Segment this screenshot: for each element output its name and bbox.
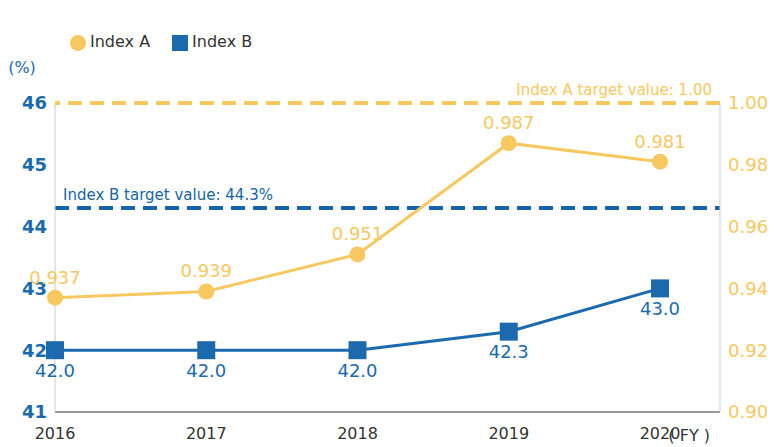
svg-text:44: 44 xyxy=(22,216,47,237)
svg-text:2016: 2016 xyxy=(35,424,76,443)
svg-text:42: 42 xyxy=(22,340,47,361)
svg-text:0.92: 0.92 xyxy=(728,340,768,361)
svg-text:43: 43 xyxy=(21,277,47,299)
svg-text:0.98: 0.98 xyxy=(728,154,768,175)
svg-text:( FY ): ( FY ) xyxy=(668,426,710,445)
html-text:Index A: Index A xyxy=(90,32,151,51)
svg-text:42.0: 42.0 xyxy=(337,360,377,381)
svg-text:41: 41 xyxy=(22,401,47,422)
svg-text:(%): (%) xyxy=(8,58,36,77)
svg-text:0.981: 0.981 xyxy=(634,131,686,152)
svg-text:0.937: 0.937 xyxy=(29,267,81,288)
svg-text:1.00: 1.00 xyxy=(728,92,768,113)
svg-text:0.90: 0.90 xyxy=(728,401,768,422)
svg-text:0.987: 0.987 xyxy=(483,112,535,133)
svg-text:2020: 2020 xyxy=(639,424,681,444)
svg-text:Index A target value: 1.00: Index A target value: 1.00 xyxy=(516,81,712,99)
svg-text:42.3: 42.3 xyxy=(489,341,529,362)
svg-text:0.939: 0.939 xyxy=(180,260,232,281)
html-text:Index B: Index B xyxy=(192,32,253,51)
svg-text:46: 46 xyxy=(22,92,47,113)
svg-text:0.94: 0.94 xyxy=(728,278,768,299)
svg-text:2017: 2017 xyxy=(186,424,227,443)
svg-text:2018: 2018 xyxy=(337,424,378,443)
svg-text:0.951: 0.951 xyxy=(332,223,384,244)
svg-text:42.0: 42.0 xyxy=(35,360,75,381)
svg-text:2019: 2019 xyxy=(488,424,529,443)
svg-text:45: 45 xyxy=(22,154,47,175)
svg-text:42.0: 42.0 xyxy=(186,360,226,381)
svg-text:0.96: 0.96 xyxy=(728,216,768,237)
svg-text:43.0: 43.0 xyxy=(640,298,680,319)
svg-text:Index B target value: 44.3%: Index B target value: 44.3% xyxy=(63,186,273,204)
